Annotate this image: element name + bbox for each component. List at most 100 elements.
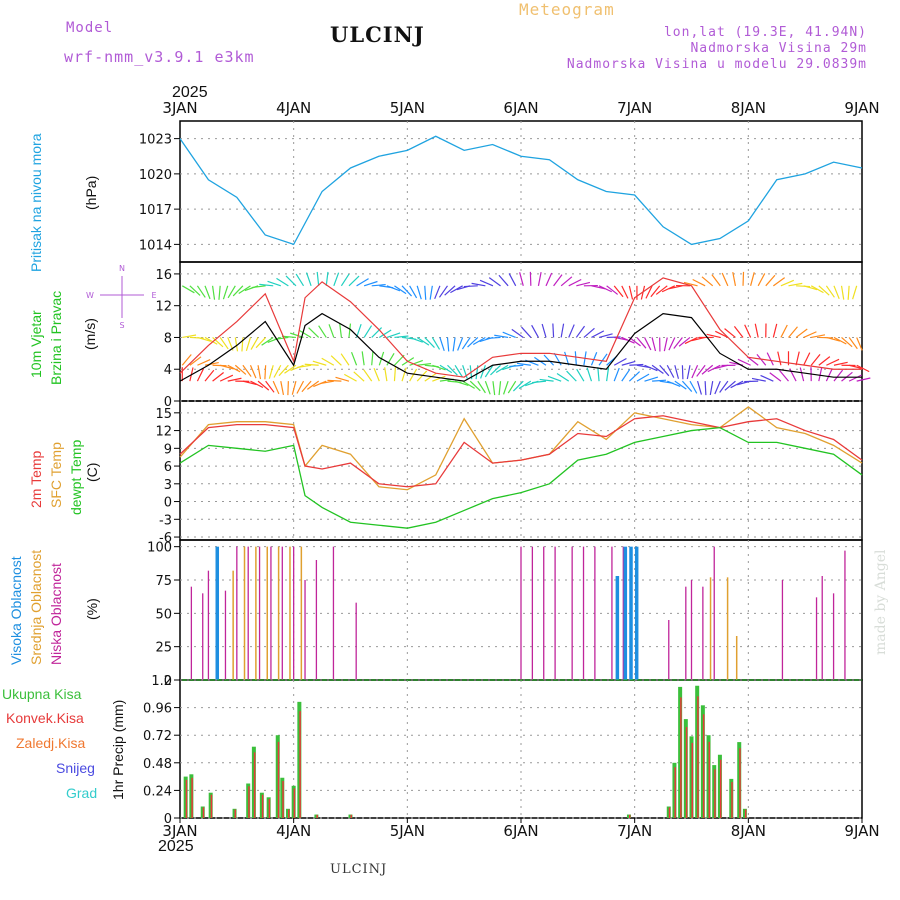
wind-barb — [284, 364, 297, 374]
wind-barb — [803, 331, 817, 339]
precip-conv-bar — [287, 809, 290, 818]
wind-barb — [709, 381, 714, 396]
wind-barb — [574, 351, 577, 366]
wind-barb — [621, 285, 629, 299]
wind-barb — [340, 273, 350, 287]
wind-barb — [298, 329, 312, 338]
wind-barb — [330, 355, 342, 366]
wind-barb — [429, 285, 433, 300]
x-day-label-bottom: 6JAN — [503, 822, 538, 840]
y-tick-label: 1014 — [139, 238, 172, 253]
wind-barb — [280, 381, 285, 396]
wind-barb — [810, 353, 821, 366]
precip-conv-bar — [702, 714, 705, 818]
wind-barb — [463, 285, 478, 288]
wind-barb — [556, 373, 570, 382]
wind-barb — [502, 331, 516, 339]
wind-barb — [386, 285, 401, 292]
wind-compass-icon: N E S W — [86, 264, 156, 330]
wind-barb — [308, 327, 320, 338]
wind-barb — [291, 380, 297, 395]
cloud-high-bar — [623, 546, 628, 680]
wind-barb — [218, 285, 221, 300]
y-tick-label: 0 — [164, 496, 172, 511]
y-tick-label: 0 — [164, 395, 172, 410]
wind-barb — [750, 272, 755, 286]
wind-barb — [348, 275, 360, 287]
wind-barb — [576, 368, 585, 382]
wind-barb — [547, 375, 562, 382]
precip-conv-bar — [316, 814, 318, 818]
precip-conv-bar — [282, 780, 284, 818]
wind-barb — [416, 370, 428, 382]
compass-east: E — [151, 291, 156, 300]
wind-barb — [306, 380, 320, 390]
wind-barb — [255, 337, 267, 349]
wind-barb — [394, 354, 405, 366]
wind-barb — [590, 352, 598, 366]
dewpoint-line — [179, 426, 863, 529]
wind-barb — [242, 380, 257, 386]
wind-barb — [840, 285, 845, 300]
wind-barb — [509, 364, 524, 368]
wind-barb — [492, 381, 496, 396]
wind-barb — [304, 363, 319, 366]
wind-barb — [386, 352, 395, 366]
wind-barb — [238, 285, 251, 294]
wind-barb — [409, 285, 418, 299]
wind-barb — [543, 354, 555, 366]
wind-barb — [803, 352, 811, 366]
wind-barb — [766, 352, 774, 366]
wind-barb — [613, 357, 627, 366]
wind-barb — [818, 356, 831, 366]
x-day-label-top: 4JAN — [276, 99, 311, 117]
y-tick-label: 1017 — [139, 203, 172, 218]
wind-barb — [655, 285, 668, 295]
wind-barb — [707, 364, 721, 373]
wind-barb — [643, 337, 652, 351]
wind-barb — [313, 380, 327, 388]
wind-barb — [833, 369, 844, 382]
wind-barb — [684, 336, 698, 345]
wind-barb — [250, 380, 264, 389]
wind-barb — [667, 380, 681, 387]
wind-barb — [553, 274, 563, 287]
wind-barb — [560, 323, 565, 338]
wind-barb — [732, 271, 737, 286]
wind-barb — [439, 337, 445, 351]
wind-barb — [519, 272, 524, 286]
year-top: 2025 — [172, 84, 208, 101]
wind-barb — [312, 360, 327, 366]
wind-barb — [606, 285, 619, 295]
wind-barb — [431, 337, 441, 350]
wind-barb — [701, 276, 714, 287]
wind-barb — [417, 362, 432, 366]
wind-barb — [348, 323, 352, 338]
y-tick-label: 100 — [147, 541, 172, 556]
compass-west: W — [86, 291, 94, 300]
wind-barb — [227, 285, 236, 299]
wind-barb — [296, 380, 305, 394]
wind-barb — [251, 285, 266, 289]
wind-barb — [438, 285, 448, 298]
wind-barb — [454, 364, 464, 378]
wind-barb — [737, 358, 751, 366]
wind-barb — [730, 380, 744, 389]
wind-barb — [444, 285, 456, 296]
wind-barb — [257, 380, 270, 391]
wind-barb — [363, 369, 373, 382]
wind-barb — [516, 362, 531, 366]
wind-barb — [650, 285, 661, 298]
wind-barb — [355, 324, 362, 338]
wind-barb — [318, 325, 327, 338]
x-day-label-bottom: 4JAN — [276, 822, 311, 840]
wind-barb — [765, 274, 776, 287]
wind-barb — [498, 274, 509, 287]
wind-barb — [484, 380, 491, 395]
wind-barb — [539, 378, 554, 382]
wind-barb — [848, 374, 862, 382]
wind-barb — [245, 337, 252, 352]
wind-barb — [621, 336, 635, 344]
y-tick-label: 16 — [155, 268, 172, 283]
